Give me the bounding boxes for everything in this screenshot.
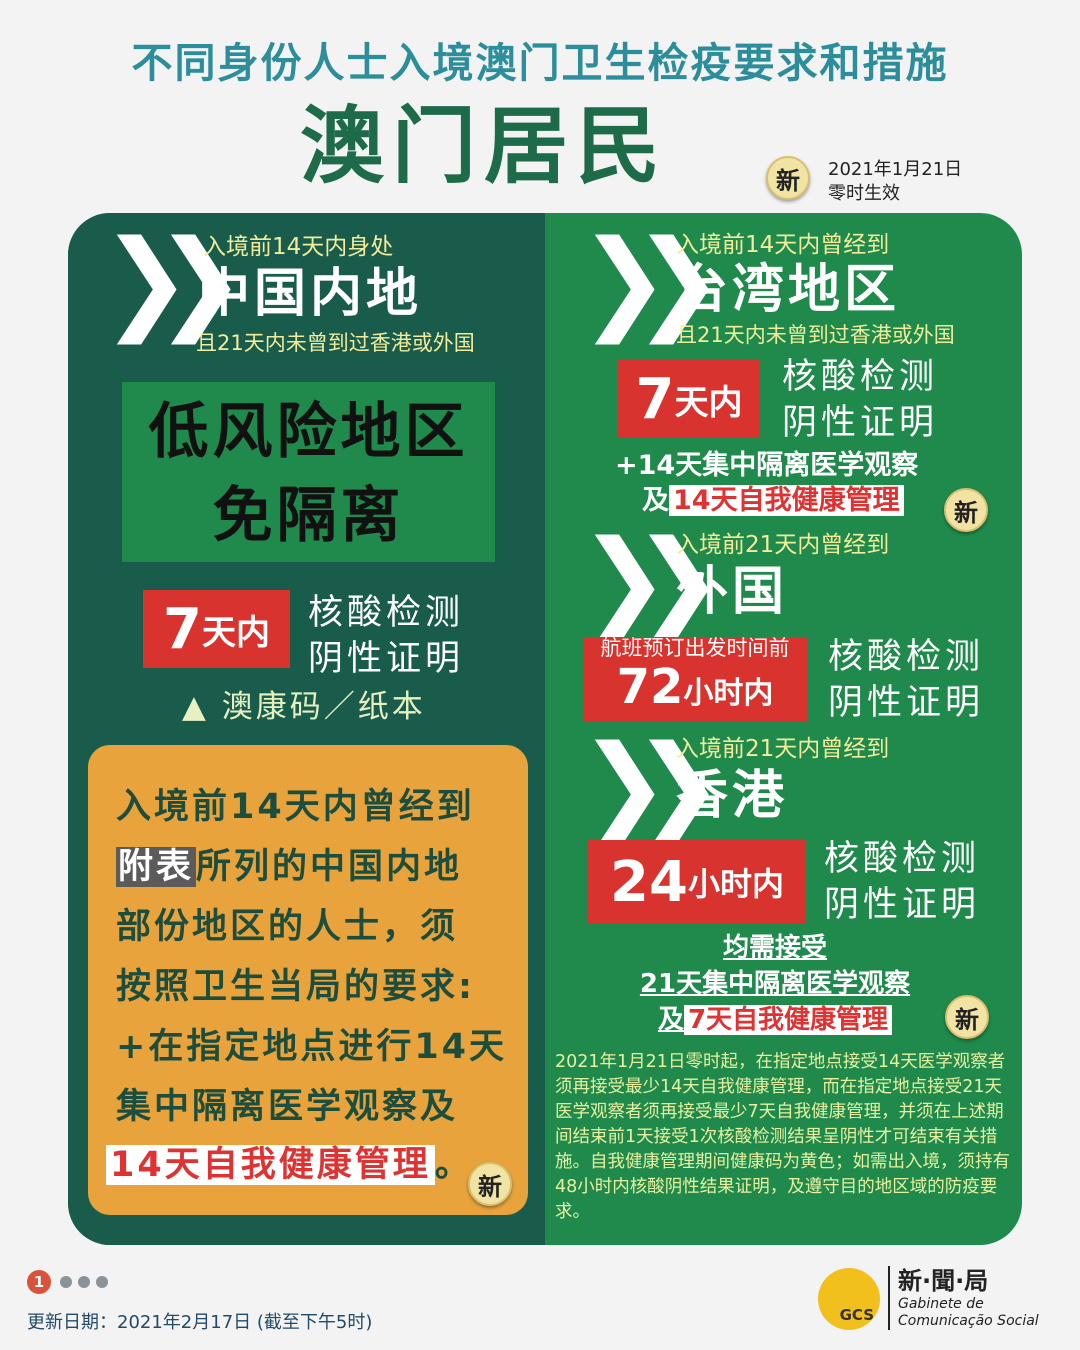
days-unit: 天内 xyxy=(201,612,270,653)
foreign-test-box: 航班预订出发时间前 72小时内 xyxy=(583,635,807,721)
test-line2: 阴性证明 xyxy=(824,885,981,925)
gcs-logo-icon: GCS xyxy=(818,1268,880,1330)
and-text: 及 xyxy=(642,485,669,516)
poster-subtitle: 澳门居民 xyxy=(300,97,669,195)
date-text: 2021年1月21日 xyxy=(828,159,963,180)
test-line1: 核酸检测 xyxy=(824,839,981,879)
hours-number: 24 xyxy=(610,849,688,915)
poster-title: 不同身份人士入境澳门卫生检疫要求和措施 xyxy=(131,39,949,87)
orange-line: 入境前14天内曾经到 xyxy=(116,787,475,827)
mainland-region: 中国内地 xyxy=(198,264,423,324)
health-code-text: ▲ 澳康码／纸本 xyxy=(182,689,426,725)
self-management-highlight: 7天自我健康管理 xyxy=(683,1005,893,1035)
hours-number: 72 xyxy=(616,658,684,715)
annex-link[interactable]: 附表 xyxy=(116,847,197,887)
test-line1: 核酸检测 xyxy=(308,593,465,633)
test-line2: 阴性证明 xyxy=(828,683,985,723)
effective-date: 2021年1月21日 零时生效 xyxy=(828,158,962,206)
days-number: 7 xyxy=(635,366,675,432)
and-text: 及 xyxy=(657,1005,684,1035)
self-management-highlight: 14天自我健康管理 xyxy=(106,1145,435,1185)
hours-unit: 小时内 xyxy=(687,865,784,903)
low-risk-box: 低风险地区 免隔离 xyxy=(122,382,495,562)
hours-unit: 小时内 xyxy=(683,675,774,711)
orange-line: 所列的中国内地 xyxy=(196,847,463,887)
chevron-icon: ❯❯ xyxy=(578,516,724,644)
new-badge: 新 xyxy=(944,488,988,532)
new-badge: 新 xyxy=(766,156,810,200)
hk-test-requirement: 核酸检测 阴性证明 xyxy=(824,836,980,928)
taiwan-test-box: 7 天内 xyxy=(618,360,760,438)
test-line2: 阴性证明 xyxy=(308,639,465,679)
common-line2: 21天集中隔离医学观察 xyxy=(639,969,911,999)
taiwan-region: 台湾地区 xyxy=(676,260,901,320)
taiwan-pre: 入境前14天内曾经到 xyxy=(676,232,890,258)
chevron-icon: ❯❯ xyxy=(578,216,724,344)
test-days-box: 7 天内 xyxy=(143,590,290,668)
orange-line: 集中隔离医学观察及 xyxy=(116,1087,459,1127)
policy-note: 2021年1月21日零时起，在指定地点接受14天医学观察者须再接受最少14天自我… xyxy=(555,1052,1010,1222)
listed-areas-box: 入境前14天内曾经到 附表所列的中国内地 部份地区的人士，须 按照卫生当局的要求… xyxy=(88,745,528,1215)
page-dot[interactable] xyxy=(78,1276,90,1288)
mainland-pre: 入境前14天内身处 xyxy=(203,234,394,260)
page-dot[interactable] xyxy=(60,1276,72,1288)
hk-region: 香港 xyxy=(676,766,789,826)
flight-note: 航班预订出发时间前 xyxy=(600,635,790,660)
period: 。 xyxy=(434,1145,473,1185)
taiwan-quarantine: +14天集中隔离医学观察 xyxy=(615,450,919,481)
chevron-icon: ❯❯ xyxy=(578,721,724,849)
self-management-highlight: 14天自我健康管理 xyxy=(669,485,904,516)
time-text: 零时生效 xyxy=(828,183,900,204)
days-unit: 天内 xyxy=(674,382,743,423)
foreign-pre: 入境前21天内曾经到 xyxy=(676,532,890,558)
orange-line: 按照卫生当局的要求: xyxy=(116,967,475,1007)
test-line1: 核酸检测 xyxy=(828,637,985,677)
hk-test-box: 24 小时内 xyxy=(588,840,806,924)
new-badge: 新 xyxy=(468,1162,512,1206)
common-line1: 均需接受 xyxy=(722,933,827,963)
hk-pre: 入境前21天内曾经到 xyxy=(676,736,890,762)
mainland-condition: 且21天内未曾到过香港或外国 xyxy=(196,331,475,355)
low-risk-text: 低风险地区 xyxy=(148,397,469,467)
page-dot[interactable] xyxy=(96,1276,108,1288)
test-line2: 阴性证明 xyxy=(782,403,939,443)
test-requirement: 核酸检测 阴性证明 xyxy=(308,590,464,682)
taiwan-test-requirement: 核酸检测 阴性证明 xyxy=(782,354,938,446)
logo-pt2: Comunicação Social xyxy=(898,1313,1039,1329)
page-dots xyxy=(60,1276,108,1288)
taiwan-condition: 且21天内未曾到过香港或外国 xyxy=(676,323,955,347)
orange-line: +在指定地点进行14天 xyxy=(116,1027,508,1067)
new-badge: 新 xyxy=(945,995,989,1039)
foreign-region: 外国 xyxy=(676,562,789,622)
test-line1: 核酸检测 xyxy=(782,357,939,397)
foreign-test-requirement: 核酸检测 阴性证明 xyxy=(828,634,984,726)
taiwan-self-management: 及 14天自我健康管理 xyxy=(642,485,904,517)
chevron-icon: ❯❯ xyxy=(100,216,246,344)
orange-line: 部份地区的人士，须 xyxy=(116,907,459,947)
logo-pt1: Gabinete de xyxy=(898,1296,984,1312)
update-date: 更新日期：2021年2月17日 (截至下午5时) xyxy=(27,1312,373,1333)
logo-cn: 新·聞·局 xyxy=(898,1267,989,1295)
no-quarantine-text: 免隔离 xyxy=(212,481,405,551)
days-number: 7 xyxy=(163,596,202,662)
page-indicator-active[interactable]: 1 xyxy=(27,1270,51,1294)
gcs-logo-text: 新·聞·局 Gabinete de Comunicação Social xyxy=(888,1266,1039,1330)
common-line3: 及 7天自我健康管理 xyxy=(560,1004,990,1036)
